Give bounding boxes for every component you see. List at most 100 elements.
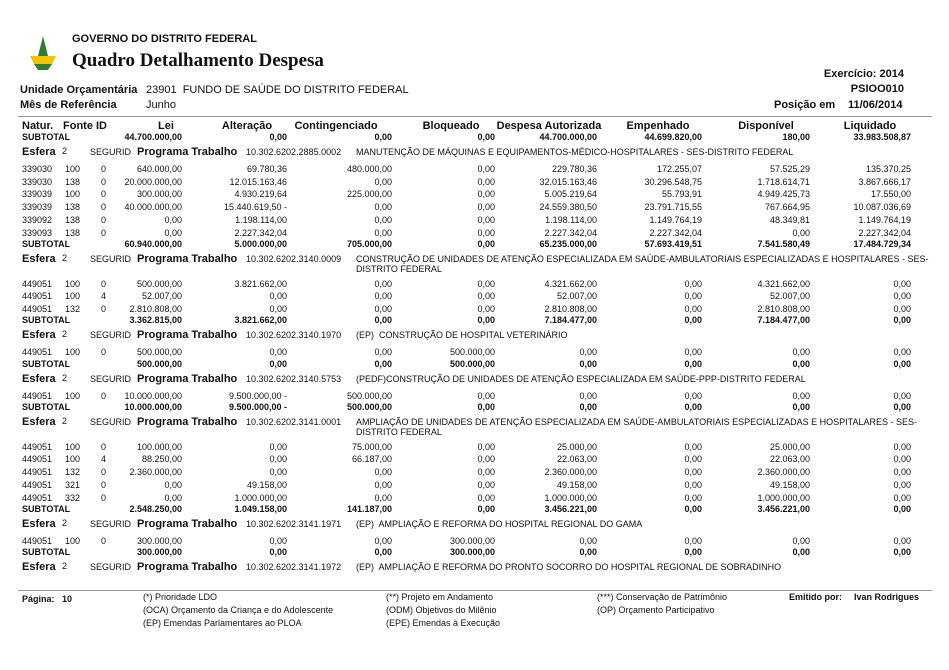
esfera-label: Esfera bbox=[22, 560, 56, 573]
amount: 1.000.000,00 bbox=[234, 492, 287, 503]
source-code: 100 bbox=[64, 164, 80, 174]
amount: 2.810.808,00 bbox=[757, 304, 810, 315]
id-code: 0 bbox=[100, 467, 106, 478]
id-code: 0 bbox=[100, 214, 106, 225]
subtotal-value: 180,00 bbox=[782, 132, 810, 142]
amount: 49.158,00 bbox=[246, 479, 287, 490]
amount: 500.000,00 bbox=[136, 347, 182, 358]
source-code: 100 bbox=[64, 454, 80, 465]
report-code: PSIOO010 bbox=[850, 83, 904, 95]
amount: 3.821.662,00 bbox=[234, 278, 287, 289]
subtotal-value: 0,00 bbox=[792, 401, 810, 412]
amount: 55.793,91 bbox=[661, 189, 702, 200]
amount: 229.780,36 bbox=[551, 164, 597, 174]
amount: 9.500.000,00 - bbox=[228, 390, 287, 401]
program-description: (EP) AMPLIAÇÃO E REFORMA DO HOSPITAL REG… bbox=[356, 518, 643, 529]
subtotal-value: 0,00 bbox=[684, 315, 702, 326]
amount: 2.227.342,04 bbox=[234, 227, 287, 238]
amount: 640.000,00 bbox=[136, 164, 182, 174]
source-code: 321 bbox=[64, 479, 80, 490]
amount: 0,00 bbox=[579, 347, 597, 358]
amount: 52.007,00 bbox=[141, 291, 182, 302]
legend-item: (OP) Orçamento Participativo bbox=[597, 605, 715, 615]
amount: 0,00 bbox=[893, 441, 911, 452]
esfera-label: Esfera bbox=[22, 415, 56, 428]
amount: 0,00 bbox=[477, 176, 495, 187]
subtotal-value: 0,00 bbox=[893, 358, 911, 369]
nature-code: 339093 bbox=[22, 227, 53, 238]
subtotal-value: 0,00 bbox=[893, 315, 911, 326]
program-label: Programa Trabalho bbox=[137, 372, 238, 385]
amount: 2.227.342,04 bbox=[858, 227, 911, 238]
subtotal-label: SUBTOTAL bbox=[22, 503, 71, 514]
nature-code: 449051 bbox=[22, 479, 53, 490]
subtotal-value: 0,00 bbox=[477, 238, 495, 249]
position: 11/06/2014 bbox=[848, 99, 903, 111]
amount: 52.007,00 bbox=[556, 291, 597, 302]
nature-code: 449051 bbox=[22, 454, 53, 465]
esfera-label: Esfera bbox=[22, 517, 56, 530]
subtotal-label: SUBTOTAL bbox=[22, 546, 71, 557]
program-code: 10.302.6202.3140.0009 bbox=[246, 253, 342, 264]
subtotal-value: 0,00 bbox=[893, 503, 911, 514]
amount: 0,00 bbox=[684, 347, 702, 358]
amount: 25.000,00 bbox=[556, 441, 597, 452]
amount: 0,00 bbox=[893, 535, 911, 546]
report-title: Quadro Detalhamento Despesa bbox=[72, 50, 324, 71]
amount: 0,00 bbox=[684, 479, 702, 490]
subtotal-value: 0,00 bbox=[477, 132, 495, 142]
subtotal-value: 7.541.580,49 bbox=[757, 238, 810, 249]
divider bbox=[18, 590, 932, 591]
subtotal-value: 17.484.729,34 bbox=[853, 238, 911, 249]
id-code: 0 bbox=[100, 227, 106, 238]
id-code: 0 bbox=[100, 189, 106, 200]
esfera: 2 bbox=[62, 372, 68, 383]
column-header: Natur. bbox=[22, 120, 54, 132]
esfera: 2 bbox=[62, 415, 68, 426]
amount: 2.360.000,00 bbox=[757, 467, 810, 478]
amount: 0,00 bbox=[684, 441, 702, 452]
amount: 172.255,07 bbox=[656, 164, 702, 174]
subtotal-value: 0,00 bbox=[477, 315, 495, 326]
subtotal-value: 1.049.158,00 bbox=[234, 503, 287, 514]
amount: 0,00 bbox=[579, 390, 597, 401]
unit: 23901 FUNDO DE SAÚDE DO DISTRITO FEDERAL bbox=[146, 84, 409, 96]
id-code: 0 bbox=[100, 441, 106, 452]
nature-code: 339030 bbox=[22, 176, 53, 187]
subtotal-value: 0,00 bbox=[269, 132, 287, 142]
nature-code: 449051 bbox=[22, 390, 53, 401]
amount: 100.000,00 bbox=[136, 441, 182, 452]
amount: 0,00 bbox=[792, 390, 810, 401]
amount: 0,00 bbox=[893, 492, 911, 503]
amount: 0,00 bbox=[374, 176, 392, 187]
subtotal-value: 0,00 bbox=[893, 401, 911, 412]
segment: SEGURID bbox=[90, 416, 132, 427]
amount: 49.158,00 bbox=[769, 479, 810, 490]
amount: 0,00 bbox=[269, 347, 287, 358]
amount: 0,00 bbox=[269, 535, 287, 546]
subtotal-label: SUBTOTAL bbox=[22, 315, 71, 326]
page-number: 10 bbox=[62, 594, 73, 604]
program-code: 10.302.6202.3140.1970 bbox=[246, 330, 342, 341]
amount: 0,00 bbox=[684, 467, 702, 478]
source-code: 100 bbox=[64, 390, 80, 401]
page-label: Página: bbox=[22, 594, 55, 604]
subtotal-value: 0,00 bbox=[374, 315, 392, 326]
segment: SEGURID bbox=[90, 330, 132, 341]
amount: 0,00 bbox=[684, 278, 702, 289]
amount: 0,00 bbox=[269, 441, 287, 452]
program-label: Programa Trabalho bbox=[137, 329, 238, 342]
amount: 300.000,00 bbox=[449, 535, 495, 546]
logo-foot bbox=[34, 64, 52, 70]
subtotal-value: 500.000,00 bbox=[449, 358, 495, 369]
amount: 2.810.808,00 bbox=[544, 304, 597, 315]
amount: 0,00 bbox=[792, 227, 810, 238]
amount: 12.015.163,46 bbox=[229, 176, 287, 187]
program-description: (EP) AMPLIAÇÃO E REFORMA DO PRONTO SOCOR… bbox=[356, 561, 782, 572]
subtotal-value: 500.000,00 bbox=[136, 358, 182, 369]
esfera: 2 bbox=[62, 146, 68, 156]
amount: 0,00 bbox=[477, 467, 495, 478]
subtotal-value: 44.699.820,00 bbox=[644, 132, 702, 142]
logo-flame bbox=[38, 36, 48, 56]
